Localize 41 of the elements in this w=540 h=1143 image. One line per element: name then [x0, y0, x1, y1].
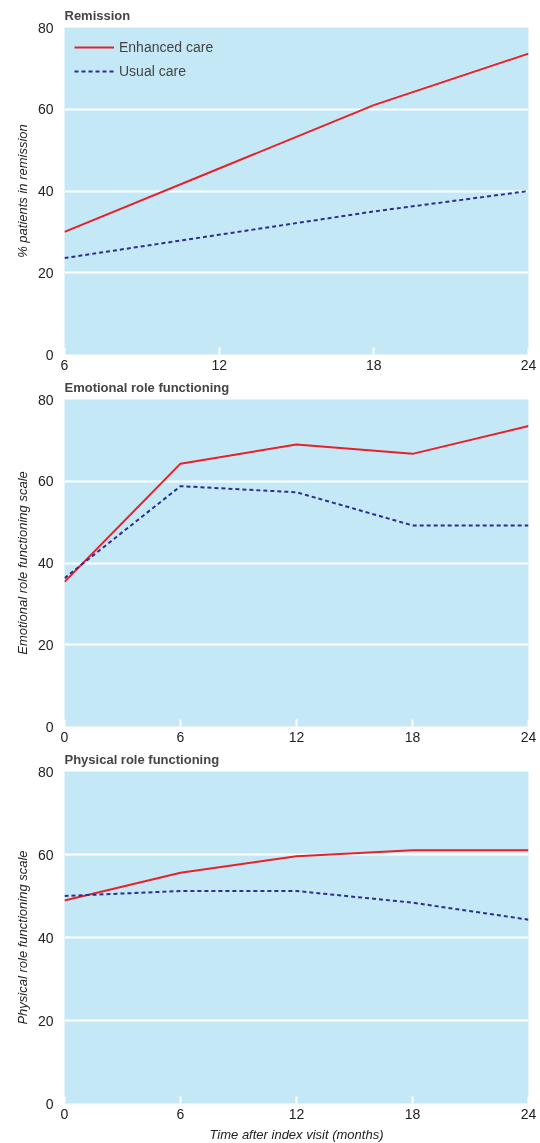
x-tick-label: 6: [60, 356, 69, 373]
x-tick-label: 12: [288, 1105, 305, 1122]
y-tick-label: 80: [37, 19, 54, 36]
x-tick-label: 6: [176, 1105, 185, 1122]
x-tick-label: 12: [288, 728, 305, 745]
x-tick-label: 24: [520, 728, 537, 745]
chart-title: Remission: [64, 7, 131, 23]
y-axis-title: Emotional role functioning scale: [14, 471, 30, 655]
x-tick-label: 6: [176, 728, 185, 745]
y-tick-label: 40: [37, 183, 54, 199]
line-series: [64, 849, 529, 902]
y-tick-label: 80: [37, 763, 54, 780]
y-tick-label: 60: [37, 846, 54, 863]
x-tick-label: 18: [404, 1105, 421, 1122]
x-tick-label: 24: [520, 356, 537, 373]
x-tick-label: 18: [366, 356, 382, 373]
x-axis-title: Time after index visit (months): [209, 1126, 384, 1142]
line-series: [64, 890, 529, 921]
x-tick-label: 0: [60, 1105, 69, 1122]
line-series: [64, 52, 529, 233]
y-tick-label: 60: [37, 473, 54, 490]
legend-label: Enhanced care: [119, 39, 214, 55]
line-series: [64, 190, 529, 260]
y-tick-label: 20: [37, 636, 54, 653]
line-series: [64, 425, 529, 583]
y-tick-label: 40: [37, 929, 54, 946]
x-tick-label: 0: [60, 728, 69, 745]
y-axis-title: Physical role functioning scale: [14, 850, 30, 1025]
y-axis-title: % patients in remission: [14, 124, 30, 258]
y-tick-label: 80: [37, 391, 54, 408]
y-tick-label: 40: [37, 555, 54, 571]
x-tick-label: 24: [520, 1105, 537, 1122]
y-tick-label: 20: [37, 264, 54, 281]
chart-title: Physical role functioning: [64, 751, 220, 767]
chart-title: Emotional role functioning: [64, 379, 230, 395]
legend-label: Usual care: [119, 63, 186, 79]
x-tick-label: 18: [404, 728, 421, 745]
x-tick-label: 12: [211, 356, 228, 373]
y-tick-label: 20: [37, 1012, 54, 1029]
y-tick-label: 60: [37, 101, 54, 118]
line-series: [64, 485, 529, 580]
